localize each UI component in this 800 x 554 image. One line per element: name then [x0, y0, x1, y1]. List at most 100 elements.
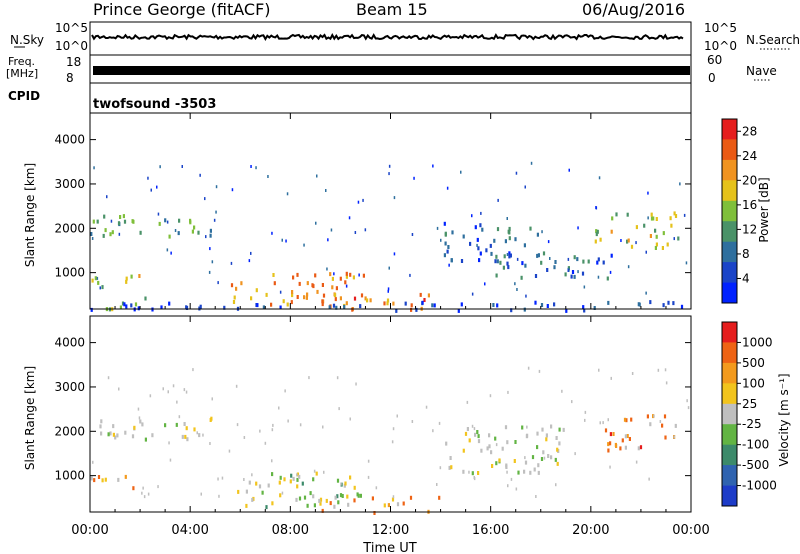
range-cell: [669, 216, 672, 221]
range-cell: [525, 294, 527, 298]
range-cell: [215, 210, 217, 214]
range-cell: [168, 441, 170, 445]
range-cell: [388, 164, 391, 168]
velocity-frame: [89, 315, 692, 513]
range-cell: [564, 272, 567, 277]
range-cell: [364, 296, 367, 301]
range-cell: [635, 241, 637, 245]
range-cell: [340, 482, 342, 486]
range-cell: [652, 414, 655, 419]
range-cell: [602, 260, 605, 265]
range-cell: [282, 299, 285, 304]
range-cell: [144, 296, 147, 301]
velocity-colorbar: 1000 500 100 25 -25 -100 -500 -1000: [721, 321, 777, 507]
range-cell: [328, 305, 331, 310]
range-cell: [411, 420, 414, 423]
range-cell: [181, 165, 183, 168]
range-cell: [536, 253, 539, 258]
range-cell: [662, 231, 665, 236]
range-cell: [451, 230, 454, 235]
x-tick-label: 20:00: [572, 523, 609, 538]
range-cell: [344, 481, 347, 486]
range-cell: [460, 259, 464, 263]
range-cell: [654, 228, 657, 233]
range-cell: [284, 389, 286, 393]
range-cell: [598, 368, 600, 372]
range-cell: [645, 291, 647, 295]
range-cell: [495, 273, 498, 278]
range-cell: [615, 212, 618, 217]
range-cell: [508, 226, 511, 231]
range-cell: [577, 270, 579, 274]
range-cell: [271, 472, 274, 477]
range-cell: [506, 217, 508, 220]
y-tick-label: 3000: [54, 380, 85, 394]
range-cell: [271, 428, 274, 432]
range-cell: [359, 304, 362, 309]
range-cell: [501, 446, 504, 451]
range-cell: [393, 252, 396, 256]
nsky-tick-high: 10^5: [55, 21, 88, 35]
range-cell: [440, 238, 442, 242]
range-cell: [170, 251, 172, 255]
colorbar-tick-label: -100: [742, 438, 769, 452]
nave-tick-high: 60: [707, 53, 722, 67]
range-cell: [316, 174, 318, 178]
range-cell: [478, 258, 481, 263]
velocity-y-axis: 1000 2000 3000 4000: [54, 336, 691, 483]
range-cell: [515, 487, 518, 491]
range-cell: [344, 280, 347, 285]
range-cell: [387, 503, 390, 508]
range-cell: [561, 389, 563, 393]
range-cell: [243, 436, 246, 439]
range-cell: [251, 473, 253, 477]
range-cell: [537, 470, 540, 475]
power-panel: 1000 2000 3000 4000 Slant Range [km] 4 8 12 16…: [23, 112, 771, 313]
colorbar-tick-label: 100: [742, 376, 765, 390]
range-cell: [362, 198, 364, 202]
range-cell: [584, 418, 586, 422]
range-cell: [476, 243, 478, 247]
range-cell: [318, 498, 321, 503]
range-cell: [273, 281, 276, 286]
range-cell: [209, 247, 211, 251]
range-cell: [571, 270, 575, 274]
range-cell: [504, 239, 507, 244]
range-cell: [352, 275, 355, 280]
range-cell: [661, 246, 664, 250]
range-cell: [679, 182, 681, 186]
range-cell: [387, 289, 389, 293]
range-cell: [205, 235, 207, 239]
range-cell: [178, 415, 181, 419]
range-cell: [99, 424, 102, 429]
range-cell: [132, 486, 135, 491]
range-cell: [476, 237, 479, 242]
range-cell: [339, 493, 343, 498]
range-cell: [583, 308, 586, 313]
range-cell: [393, 196, 396, 200]
range-cell: [149, 394, 152, 398]
range-cell: [209, 233, 212, 238]
range-cell: [661, 423, 664, 428]
range-cell: [255, 288, 258, 293]
range-cell: [321, 299, 324, 304]
range-cell: [431, 303, 434, 308]
range-cell: [139, 419, 142, 424]
range-cell: [657, 368, 660, 372]
range-cell: [306, 503, 309, 508]
range-cell: [556, 447, 559, 452]
range-cell: [546, 304, 549, 308]
range-cell: [514, 440, 517, 444]
range-cell: [265, 505, 268, 510]
range-cell: [221, 476, 224, 480]
range-cell: [345, 284, 348, 288]
range-cell: [255, 481, 258, 486]
range-cell: [612, 432, 615, 436]
range-cell: [480, 448, 483, 453]
range-cell: [296, 473, 298, 477]
colorbar-swatch: [722, 362, 737, 384]
range-cell: [477, 434, 480, 439]
range-cell: [523, 307, 526, 312]
range-cell: [567, 269, 569, 272]
